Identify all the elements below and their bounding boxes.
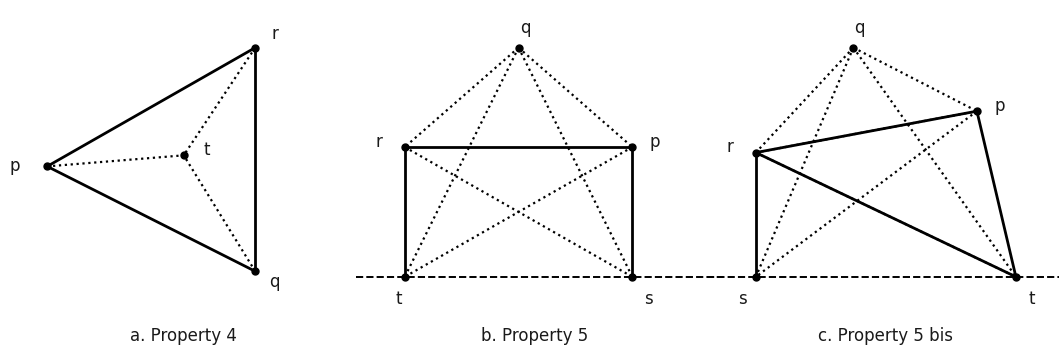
Text: q: q — [269, 273, 280, 291]
Text: t: t — [1029, 290, 1036, 308]
Text: q: q — [855, 19, 865, 37]
Text: t: t — [395, 290, 401, 308]
Text: c. Property 5 bis: c. Property 5 bis — [819, 326, 953, 344]
Text: q: q — [520, 19, 531, 37]
Text: s: s — [644, 290, 653, 308]
Text: p: p — [650, 132, 661, 150]
Text: r: r — [271, 25, 279, 43]
Text: p: p — [10, 158, 20, 175]
Text: r: r — [375, 132, 382, 150]
Text: t: t — [203, 141, 210, 159]
Text: a. Property 4: a. Property 4 — [130, 326, 237, 344]
Text: b. Property 5: b. Property 5 — [481, 326, 589, 344]
Text: s: s — [738, 290, 748, 308]
Text: r: r — [726, 138, 733, 156]
Text: p: p — [994, 97, 1005, 115]
